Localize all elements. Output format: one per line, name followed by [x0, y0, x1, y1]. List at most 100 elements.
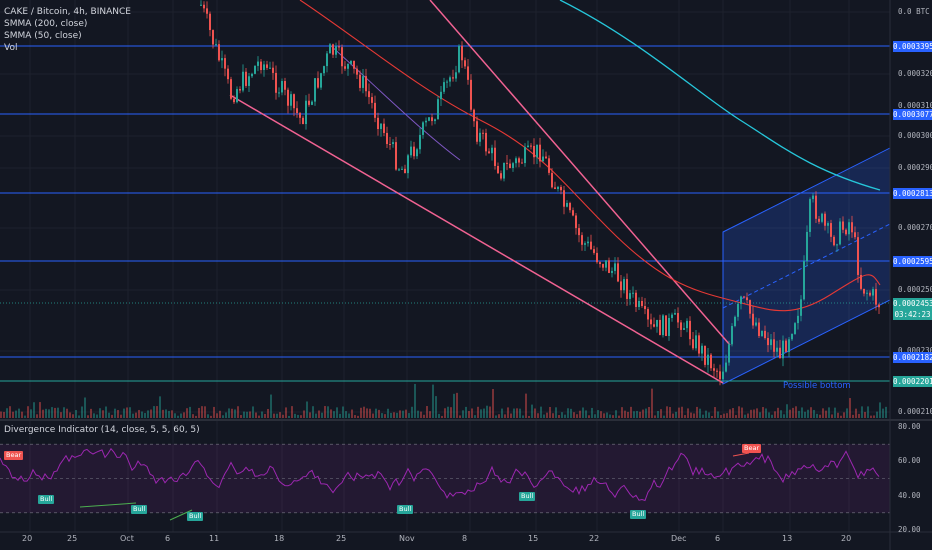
- grid: [0, 0, 890, 532]
- channel-midline: [722, 223, 891, 309]
- symbol-title[interactable]: CAKE / Bitcoin, 4h, BINANCE: [4, 7, 131, 17]
- volume-bar: [705, 410, 707, 418]
- candle-body: [695, 335, 697, 349]
- level-price-badge[interactable]: 0.0002182: [893, 352, 932, 363]
- level-price-badge[interactable]: 0.0002201: [893, 376, 932, 387]
- volume-bar: [357, 415, 359, 418]
- volume-bar: [324, 406, 326, 418]
- volume-bar: [834, 407, 836, 418]
- level-price-badge[interactable]: 0.0002595: [893, 256, 932, 267]
- smma200-label[interactable]: SMMA (200, close): [4, 19, 88, 29]
- volume-bar: [393, 412, 395, 418]
- volume-bar: [264, 413, 266, 418]
- volume-bar: [96, 414, 98, 418]
- bear-tag[interactable]: Bear: [742, 444, 762, 453]
- level-price-badge[interactable]: 0.0003077: [893, 109, 932, 120]
- candle-body: [446, 81, 448, 83]
- volume-bar: [444, 408, 446, 418]
- candle-body: [716, 370, 718, 372]
- bull-divergence-line: [169, 509, 193, 521]
- volume-bar: [726, 413, 728, 418]
- candle-body: [350, 60, 352, 64]
- volume-bar: [663, 415, 665, 418]
- volume-bar: [48, 409, 50, 418]
- volume-label[interactable]: Vol: [4, 43, 18, 53]
- volume-bar: [540, 406, 542, 418]
- candle-body: [668, 317, 670, 336]
- volume-bar: [381, 413, 383, 418]
- candle-body: [272, 67, 274, 73]
- volume-bar: [240, 415, 242, 418]
- smma50-label[interactable]: SMMA (50, close): [4, 31, 82, 41]
- candle-body: [338, 46, 340, 48]
- volume-bar: [861, 406, 863, 418]
- level-price-badge[interactable]: 0.0002813: [893, 188, 932, 199]
- candle-body: [434, 119, 436, 122]
- candle-body: [371, 97, 373, 103]
- volume-bar: [108, 412, 110, 418]
- candle-body: [809, 199, 811, 232]
- volume-bar: [837, 412, 839, 418]
- current-price-badge[interactable]: 0.0002453: [893, 298, 932, 309]
- candle-body: [323, 66, 325, 74]
- candle-body: [269, 67, 271, 69]
- volume-bar: [780, 410, 782, 418]
- candle-body: [233, 98, 235, 103]
- candle-body: [515, 158, 517, 164]
- bull-tag[interactable]: Bull: [397, 505, 414, 514]
- candle-body: [593, 249, 595, 253]
- candle-body: [452, 77, 454, 79]
- volume-bar: [84, 397, 86, 418]
- candle-body: [200, 4, 202, 6]
- volume-bar: [681, 406, 683, 418]
- candle-body: [677, 313, 679, 323]
- candle-body: [833, 236, 835, 246]
- level-price-badge[interactable]: 0.0003395: [893, 41, 932, 52]
- bear-tag[interactable]: Bear: [4, 451, 24, 460]
- volume-bar: [366, 408, 368, 418]
- volume-bar: [384, 414, 386, 418]
- volume-bar: [210, 415, 212, 418]
- candle-body: [224, 58, 226, 69]
- candle-body: [476, 121, 478, 142]
- candle-body: [500, 173, 502, 179]
- volume-bar: [486, 405, 488, 418]
- candle-body: [560, 186, 562, 191]
- time-axis-label: 11: [209, 534, 220, 543]
- volume-bar: [75, 409, 77, 418]
- candle-body: [563, 190, 565, 207]
- bull-tag[interactable]: Bull: [187, 512, 204, 521]
- volume-bar: [219, 410, 221, 418]
- volume-bar: [69, 412, 71, 418]
- candle-body: [227, 68, 229, 80]
- candle-body: [725, 362, 727, 372]
- volume-bar: [261, 411, 263, 418]
- volume-bar: [360, 407, 362, 418]
- volume-bar: [174, 413, 176, 418]
- time-axis-label: 18: [274, 534, 285, 543]
- candle-body: [512, 163, 514, 169]
- candle-body: [455, 72, 457, 79]
- candle-body: [875, 289, 877, 305]
- oscillator-scale-label: 80.00: [898, 422, 921, 431]
- volume-bar: [27, 406, 29, 418]
- volume-bar: [711, 415, 713, 418]
- bull-tag[interactable]: Bull: [131, 505, 148, 514]
- volume-bar: [270, 394, 272, 418]
- volume-bar: [465, 406, 467, 418]
- volume-bar: [438, 413, 440, 418]
- oscillator-title[interactable]: Divergence Indicator (14, close, 5, 5, 6…: [4, 425, 200, 435]
- candle-body: [542, 156, 544, 162]
- candle-body: [353, 60, 355, 69]
- volume-bar: [387, 408, 389, 418]
- bull-tag[interactable]: Bull: [630, 510, 647, 519]
- volume-bar: [327, 406, 329, 418]
- volume-bar: [570, 408, 572, 418]
- bull-tag[interactable]: Bull: [519, 492, 536, 501]
- bull-tag[interactable]: Bull: [38, 495, 55, 504]
- volume-bar: [612, 415, 614, 418]
- candle-body: [527, 145, 529, 148]
- volume-bar: [453, 393, 455, 418]
